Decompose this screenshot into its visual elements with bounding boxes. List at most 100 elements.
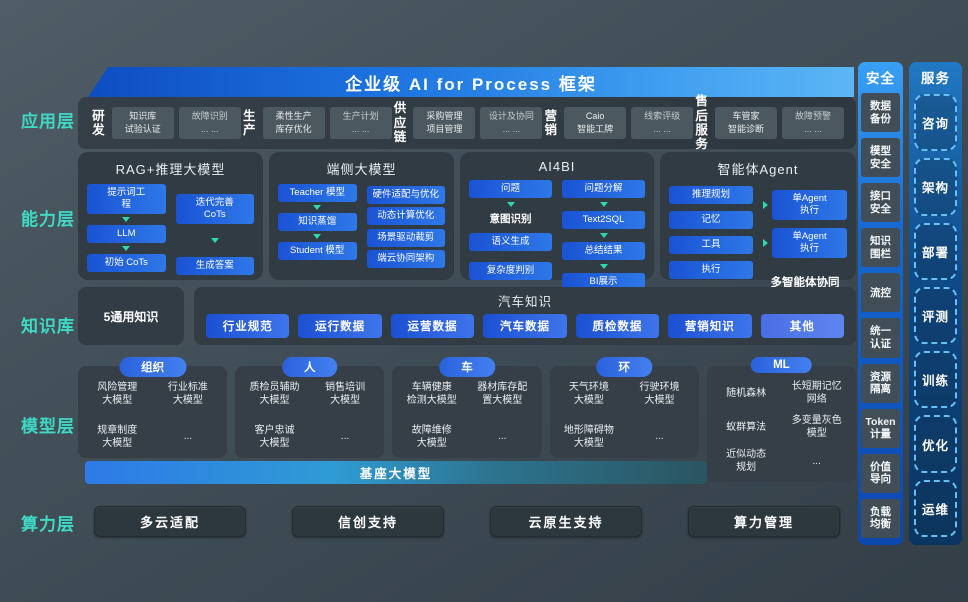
model-item: 长短期记忆 网络	[791, 381, 842, 405]
model-group-environment: 环 天气环境 大模型 行驶环境 大模型 地形障碍物 大模型 ...	[549, 357, 699, 458]
arrow-down-icon	[599, 201, 608, 207]
rag-step-prompt-engineering: 提示词工 程	[87, 184, 166, 214]
model-group-pill: ML	[751, 357, 812, 373]
ai4bi-bi-display: BI展示	[562, 272, 645, 291]
rag-step-generate-answer: 生成答案	[175, 256, 254, 275]
security-item-data-backup: 数据 备份	[861, 93, 900, 133]
framework-title-banner: 企业级 AI for Process 框架	[88, 67, 854, 97]
model-item: 天气环境 大模型	[568, 381, 609, 406]
knowledge-chip-other: 其他	[760, 314, 844, 338]
general-knowledge-label: 5通用知识	[103, 309, 159, 324]
app-group-rd: 研发 知识库 试验认证 故障识别 ... ...	[90, 106, 241, 140]
ai4bi-question: 问题	[469, 180, 552, 198]
model-group-ml: ML 随机森林 长短期记忆 网络 蚁群算法 多变量灰色 模型 近似动态 规划 .…	[706, 357, 857, 482]
model-item: 规章制度 大模型	[97, 424, 138, 449]
app-scenario-box: 采购管理 项目管理	[413, 106, 476, 140]
compute-layer-row: 多云适配 信创支持 云原生支持 算力管理	[78, 506, 856, 537]
app-group-production: 生产 柔性生产 库存优化 生产计划 ... ...	[241, 106, 392, 140]
layer-label-compute: 算力层	[21, 515, 75, 534]
knowledge-chip-industry-standards: 行业规范	[206, 314, 290, 338]
rag-step-llm: LLM	[87, 224, 166, 243]
model-group-pill: 组织	[119, 357, 187, 377]
knowledge-chip-marketing-knowledge: 营销知识	[668, 314, 752, 338]
automotive-knowledge-title: 汽车知识	[497, 295, 552, 309]
app-scenario-box: 车管家 智能诊断	[714, 106, 777, 140]
agent-execution: 执行	[669, 260, 753, 279]
multi-agent-collaboration-label: 多智能体协同	[770, 276, 840, 289]
knowledge-base-row: 5通用知识 汽车知识 行业规范 运行数据 运营数据 汽车数据 质检数据 营销知识…	[78, 287, 856, 345]
edge-item-scenario-pruning: 场景驱动裁剪	[366, 228, 445, 247]
app-group-aftersales: 售后 服务 车管家 智能诊断 故障预警 ... ...	[693, 94, 844, 152]
arrow-down-icon	[210, 237, 219, 243]
app-scenario-box: 故障预警 ... ...	[781, 106, 844, 140]
model-group-organization: 组织 风险管理 大模型 行业标准 大模型 规章制度 大模型 ...	[78, 357, 228, 458]
ai4bi-complexity-judgement: 复杂度判别	[469, 261, 552, 280]
model-item: 随机森林	[726, 387, 767, 399]
model-item: ...	[498, 431, 507, 442]
model-item: 车辆健康 检测大模型	[406, 381, 457, 406]
model-item: ...	[812, 455, 821, 467]
security-item-model-security: 模型 安全	[861, 138, 900, 178]
security-column: 安全 数据 备份 模型 安全 接口 安全 知识 围栏 流控 统一 认证 资源 隔…	[858, 62, 903, 545]
app-scenario-box: 设计及协同 ... ...	[480, 106, 543, 140]
model-item: 地形障碍物 大模型	[563, 424, 614, 449]
framework-title: 企业级 AI for Process 框架	[345, 74, 597, 94]
security-item-interface-security: 接口 安全	[861, 183, 900, 223]
edge-item-dynamic-compute: 动态计算优化	[366, 207, 445, 226]
model-item: 蚁群算法	[726, 421, 767, 433]
app-scenario-box: 知识库 试验认证	[111, 106, 174, 140]
model-group-vehicle: 车 车辆健康 检测大模型 器材库存配 置大模型 故障维修 大模型 ...	[392, 357, 542, 458]
capability-box-title: 智能体Agent	[717, 162, 799, 177]
model-item: 行驶环境 大模型	[639, 381, 680, 406]
rag-step-refine-cots: 迭代完善 CoTs	[175, 194, 254, 224]
arrow-down-icon	[599, 232, 608, 238]
app-scenario-box: 柔性生产 库存优化	[262, 106, 325, 140]
model-layer-row: 组织 风险管理 大模型 行业标准 大模型 规章制度 大模型 ... 人 质检员辅…	[78, 357, 857, 482]
arrow-down-icon	[313, 204, 322, 210]
service-optimization: 优化	[914, 415, 957, 473]
security-item-flow-control: 流控	[861, 273, 900, 313]
edge-step-student-model: Student 模型	[278, 241, 357, 260]
arrow-down-icon	[599, 263, 608, 269]
app-scenario-box: Caio 智能工牌	[564, 106, 627, 140]
knowledge-chip-quality-data: 质检数据	[575, 314, 660, 338]
agent-tools: 工具	[669, 235, 753, 254]
model-group-pill: 人	[282, 357, 338, 377]
automotive-knowledge-box: 汽车知识 行业规范 运行数据 运营数据 汽车数据 质检数据 营销知识 其他	[194, 287, 856, 345]
model-item: ...	[183, 431, 193, 442]
application-layer-row: 研发 知识库 试验认证 故障识别 ... ... 生产 柔性生产 库存优化 生产…	[78, 94, 856, 152]
capability-layer-row: RAG+推理大模型 提示词工 程 LLM 初始 CoTs 迭代完善 CoTs 生…	[78, 152, 856, 291]
service-operations: 运维	[914, 479, 957, 537]
model-item: 客户忠诚 大模型	[254, 424, 295, 449]
foundation-model-bar: 基座大模型	[85, 461, 707, 484]
knowledge-chip-operating-data: 运行数据	[298, 314, 382, 338]
app-group-name: 生产	[242, 108, 256, 137]
capability-box-edge-model: 端侧大模型 Teacher 模型 知识蒸馏 Student 模型 硬件适配与优化…	[269, 152, 454, 280]
layer-label-capability: 能力层	[21, 210, 75, 229]
ai4bi-summarize-results: 总结结果	[562, 241, 645, 260]
model-item: ...	[340, 431, 350, 442]
service-evaluation: 评测	[914, 286, 957, 345]
app-scenario-box: 故障识别 ... ...	[178, 106, 241, 140]
edge-step-teacher-model: Teacher 模型	[278, 184, 357, 202]
app-group-supply-chain: 供应 链 采购管理 项目管理 设计及协同 ... ...	[392, 101, 543, 144]
service-consulting: 咨询	[914, 94, 957, 152]
layer-label-application: 应用层	[21, 112, 75, 131]
ai4bi-text2sql: Text2SQL	[562, 210, 645, 229]
edge-step-knowledge-distillation: 知识蒸馏	[278, 212, 357, 231]
services-column: 服务 咨询 架构 部署 评测 训练 优化 运维	[909, 62, 962, 545]
app-group-name: 研发	[92, 108, 105, 137]
service-architecture: 架构	[914, 158, 957, 216]
compute-cloud-native: 云原生支持	[490, 506, 642, 537]
general-knowledge-box: 5通用知识	[78, 287, 184, 345]
service-deployment: 部署	[914, 222, 957, 280]
app-scenario-box: 线索评级 ... ...	[631, 106, 694, 140]
security-item-knowledge-fence: 知识 围栏	[861, 228, 900, 268]
layer-label-knowledge: 知识库	[21, 317, 75, 336]
compute-multicloud: 多云适配	[94, 506, 246, 537]
compute-xinchuang-support: 信创支持	[292, 506, 444, 537]
rag-step-initial-cots: 初始 CoTs	[87, 253, 166, 272]
app-group-name: 营销	[544, 108, 558, 137]
app-scenario-box: 生产计划 ... ...	[329, 106, 392, 140]
